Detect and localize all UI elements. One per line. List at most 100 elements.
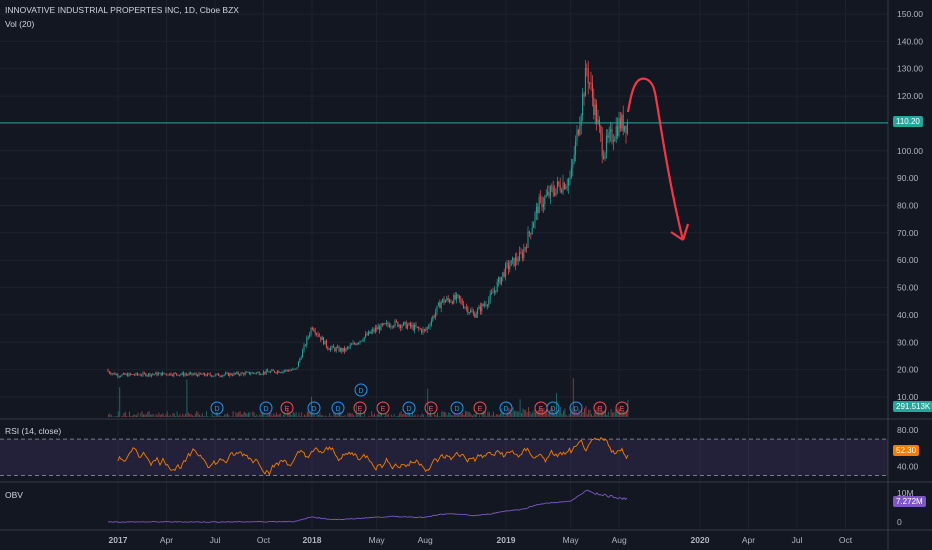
candle-body bbox=[288, 370, 290, 372]
volume-bar bbox=[579, 414, 581, 417]
volume-indicator-label[interactable]: Vol (20) bbox=[5, 19, 35, 29]
volume-bar bbox=[479, 415, 480, 417]
volume-bar bbox=[290, 414, 291, 417]
volume-bar bbox=[553, 412, 555, 417]
volume-bar bbox=[326, 416, 328, 417]
candle-body bbox=[409, 322, 411, 327]
candle-body bbox=[344, 347, 346, 352]
symbol-title[interactable]: INNOVATIVE INDUSTRIAL PROPERTES INC, 1D,… bbox=[5, 5, 239, 15]
volume-bar bbox=[224, 414, 226, 417]
price-tick-label: 20.00 bbox=[897, 365, 919, 375]
price-tick-label: 70.00 bbox=[897, 228, 919, 238]
candle-body bbox=[304, 345, 306, 346]
candle-body bbox=[300, 357, 302, 359]
candle-body bbox=[446, 298, 448, 301]
candle-body bbox=[485, 304, 487, 306]
candle-body bbox=[127, 373, 129, 377]
candle-body bbox=[243, 373, 245, 375]
candle-body bbox=[576, 129, 578, 141]
rsi-indicator-label[interactable]: RSI (14, close) bbox=[5, 426, 62, 436]
obv-indicator-label[interactable]: OBV bbox=[5, 490, 23, 500]
candle-body bbox=[227, 372, 229, 376]
volume-bar bbox=[556, 393, 557, 417]
candle-body bbox=[442, 298, 444, 302]
candle-body bbox=[220, 376, 222, 377]
volume-bar bbox=[460, 413, 462, 417]
candle-body bbox=[232, 374, 234, 376]
volume-bar bbox=[577, 413, 578, 417]
candle-body bbox=[566, 185, 568, 187]
volume-bar bbox=[207, 416, 209, 417]
volume-bar bbox=[428, 413, 430, 417]
candle-body bbox=[428, 326, 430, 328]
candle-body bbox=[265, 370, 267, 374]
candle-body bbox=[540, 197, 542, 199]
candle-body bbox=[397, 321, 399, 327]
candle-body bbox=[552, 187, 554, 193]
arrow-drawing[interactable] bbox=[626, 77, 690, 241]
volume-bar bbox=[204, 416, 206, 417]
volume-bar bbox=[437, 412, 438, 417]
candle-body bbox=[549, 186, 551, 197]
time-axis[interactable]: 2017 Apr Jul Oct 2018 May Aug 2019 May Aug 2020 Apr… bbox=[109, 535, 853, 545]
event-markers[interactable]: D D E D D E E D E D E D E D D E ED bbox=[210, 383, 629, 415]
candle-body bbox=[349, 345, 351, 348]
volume-bar bbox=[393, 413, 395, 417]
volume-bar bbox=[201, 413, 203, 417]
volume-bar bbox=[187, 412, 189, 417]
candle-body bbox=[250, 373, 252, 375]
candle-body bbox=[124, 373, 126, 375]
volume-bar bbox=[434, 413, 436, 417]
volume-bar bbox=[512, 407, 514, 417]
volume-bar bbox=[582, 411, 584, 417]
candle-body bbox=[387, 322, 389, 325]
volume-bar bbox=[358, 412, 360, 417]
volume-bar bbox=[295, 411, 297, 417]
volume-bar bbox=[178, 415, 179, 417]
dividend-marker bbox=[307, 401, 321, 415]
candle-body bbox=[190, 372, 192, 374]
candle-body bbox=[479, 306, 481, 312]
candle-body bbox=[381, 323, 383, 325]
volume-bar bbox=[190, 413, 192, 417]
volume-bar bbox=[253, 412, 255, 417]
dividend-marker bbox=[402, 401, 416, 415]
volume-bar bbox=[260, 412, 262, 417]
candle-body bbox=[122, 373, 124, 375]
volume-bar bbox=[564, 408, 566, 417]
candle-body bbox=[136, 373, 138, 375]
volume-bar bbox=[504, 415, 506, 417]
candle-body bbox=[164, 373, 166, 375]
volume-bar bbox=[161, 414, 163, 417]
candle-body bbox=[223, 374, 225, 376]
time-tick-label: 2020 bbox=[691, 535, 710, 545]
candle-body bbox=[593, 97, 595, 115]
volume-bar bbox=[231, 416, 233, 417]
candle-body bbox=[204, 373, 206, 376]
volume-bar bbox=[570, 412, 571, 417]
volume-bar bbox=[283, 414, 284, 417]
candle-body bbox=[192, 374, 194, 376]
price-tick-label: 10.00 bbox=[897, 392, 919, 402]
candle-body bbox=[380, 323, 382, 331]
candle-body bbox=[222, 375, 224, 377]
candle-body bbox=[271, 370, 273, 372]
candle-body bbox=[507, 263, 509, 270]
candle-body bbox=[425, 329, 427, 331]
candle-body bbox=[208, 373, 210, 375]
earnings-marker bbox=[615, 401, 629, 415]
volume-bar bbox=[162, 413, 164, 417]
candle-body bbox=[145, 373, 147, 376]
candle-body bbox=[433, 316, 435, 318]
volume-bar bbox=[176, 411, 178, 417]
price-axis[interactable]: 150.00140.00130.00120.00110.00100.0090.0… bbox=[897, 9, 923, 402]
candle-body bbox=[514, 257, 516, 267]
volume-bar bbox=[399, 412, 401, 417]
candle-body bbox=[233, 373, 235, 376]
candle-body bbox=[219, 375, 221, 377]
candle-body bbox=[502, 272, 504, 277]
candle-body bbox=[318, 335, 320, 337]
volume-bar bbox=[530, 413, 532, 417]
candle-body bbox=[323, 337, 325, 345]
